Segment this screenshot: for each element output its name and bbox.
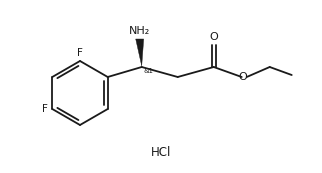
Text: O: O bbox=[209, 32, 218, 42]
Text: NH₂: NH₂ bbox=[129, 26, 150, 36]
Text: O: O bbox=[238, 72, 247, 82]
Text: F: F bbox=[77, 48, 83, 58]
Text: HCl: HCl bbox=[151, 147, 171, 160]
Text: &1: &1 bbox=[144, 68, 154, 74]
Polygon shape bbox=[136, 39, 144, 66]
Text: F: F bbox=[43, 104, 48, 114]
